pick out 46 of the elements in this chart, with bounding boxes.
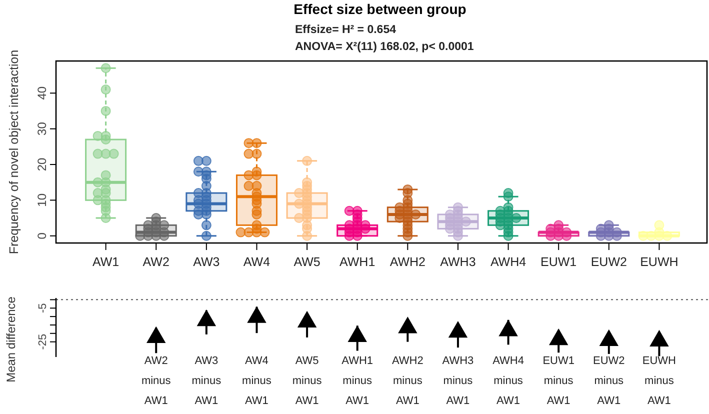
- y-tick-label: 0: [35, 232, 49, 240]
- category-label: EUW1 minus AW1: [542, 355, 574, 407]
- x-tick-label: AWH3: [440, 255, 476, 269]
- category-label: AW4 minus AW1: [242, 355, 272, 407]
- point: [146, 326, 166, 343]
- chart-subtitle: Effsize= H² = 0.654: [295, 24, 397, 36]
- point: [448, 320, 468, 338]
- category-label: EUW2 minus AW1: [593, 355, 625, 407]
- category-label: AW2 minus AW1: [141, 355, 171, 407]
- point: [196, 309, 216, 326]
- y-tick-label: 40: [35, 86, 49, 100]
- category-label: EUWH minus AW1: [642, 355, 676, 407]
- category-label: AWH1 minus AW1: [342, 355, 374, 407]
- point: [548, 328, 568, 346]
- x-tick-label: AWH4: [490, 255, 526, 269]
- y-tick-label: 10: [35, 193, 49, 207]
- point: [297, 310, 317, 328]
- chart-title: Effect size between group: [294, 1, 466, 17]
- x-tick-label: AWH1: [340, 255, 376, 269]
- x-tick-label: AW4: [243, 255, 270, 269]
- y-axis-title: Frequency of novel object interaction: [7, 50, 21, 254]
- x-tick-label: EUWH: [640, 255, 678, 269]
- category-label: AWH4 minus AW1: [492, 355, 524, 407]
- point: [348, 325, 367, 342]
- point: [247, 306, 266, 323]
- x-tick-label: EUW2: [590, 255, 627, 269]
- x-tick-label: AW2: [142, 255, 170, 269]
- x-tick-label: AW5: [294, 255, 320, 269]
- point: [599, 329, 619, 346]
- y-axis-title: Mean difference: [4, 296, 18, 382]
- x-tick-label: AW1: [92, 255, 120, 269]
- y-tick-label: 20: [35, 157, 49, 172]
- category-label: AW3 minus AW1: [192, 355, 222, 407]
- category-label: AW5 minus AW1: [292, 355, 322, 407]
- x-tick-label: AW3: [193, 255, 220, 269]
- point: [498, 320, 518, 336]
- point: [398, 316, 418, 334]
- y-tick-label: -5: [37, 303, 49, 314]
- text: ANOVA= X²(11) 168.02, p< 0.0001: [295, 41, 474, 53]
- y-tick-label: -25: [37, 334, 49, 350]
- x-tick-label: AWH2: [390, 255, 426, 269]
- point: [650, 330, 669, 347]
- y-tick-label: 30: [35, 122, 49, 136]
- category-label: AWH3 minus AW1: [442, 355, 474, 407]
- x-tick-label: EUW1: [540, 255, 577, 269]
- category-label: AWH2 minus AW1: [392, 355, 424, 407]
